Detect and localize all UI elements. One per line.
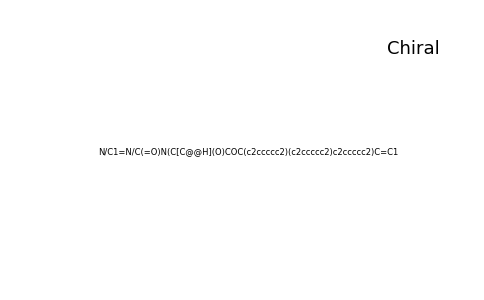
Text: N/C1=N/C(=O)N(C[C@@H](O)COC(c2ccccc2)(c2ccccc2)c2ccccc2)C=C1: N/C1=N/C(=O)N(C[C@@H](O)COC(c2ccccc2)(c2… [98, 147, 398, 156]
Text: Chiral: Chiral [387, 40, 439, 58]
